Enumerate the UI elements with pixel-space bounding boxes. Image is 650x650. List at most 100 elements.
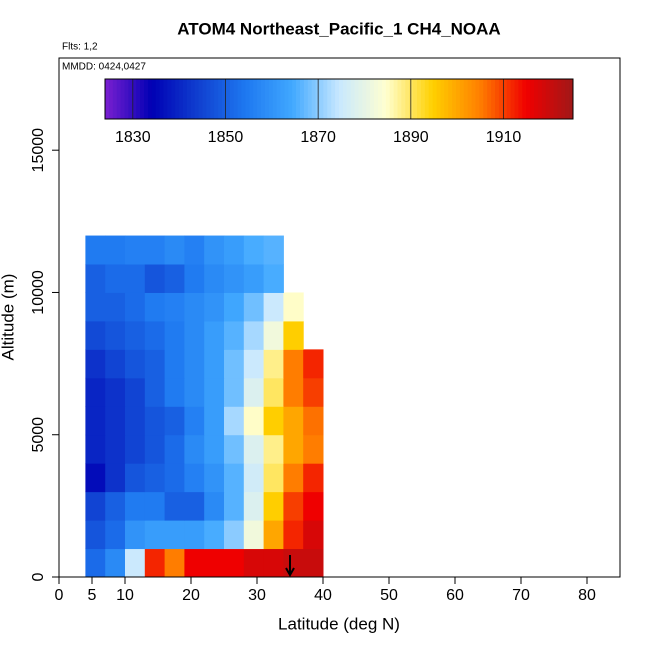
colorbar-swatch (241, 79, 246, 119)
cell (85, 349, 106, 379)
cell (303, 491, 324, 521)
colorbar-swatch (374, 79, 379, 119)
y-tick-label: 15000 (30, 128, 47, 173)
cell (184, 548, 205, 578)
cell (204, 548, 225, 578)
cell (303, 548, 324, 578)
colorbar-swatch (471, 79, 476, 119)
colorbar-swatch (151, 79, 157, 119)
colorbar-swatch (491, 79, 496, 119)
colorbar-tick-label: 1850 (208, 129, 244, 146)
colorbar-swatch (506, 79, 512, 119)
cell (224, 520, 245, 550)
cell (283, 463, 304, 493)
cell (164, 320, 185, 350)
cell (243, 349, 265, 379)
colorbar-swatch (413, 79, 418, 119)
colorbar-swatch (167, 79, 172, 119)
colorbar-swatch (198, 79, 203, 119)
colorbar-swatch (128, 79, 133, 119)
colorbar-swatch (385, 79, 391, 119)
colorbar-swatch (444, 79, 449, 119)
cell (224, 264, 245, 293)
cell (243, 434, 265, 464)
x-axis-label: Latitude (deg N) (278, 614, 400, 633)
cell (283, 434, 304, 464)
cell (105, 548, 126, 578)
cell (125, 264, 146, 293)
colorbar-swatch (518, 79, 523, 119)
cell (144, 520, 166, 550)
colorbar-swatch (108, 79, 114, 119)
colorbar-swatch (147, 79, 153, 119)
cell (125, 235, 146, 265)
cell (224, 491, 245, 521)
colorbar-swatch (397, 79, 402, 119)
colorbar-swatch (229, 79, 235, 119)
cell (224, 548, 245, 578)
x-tick-label: 60 (446, 587, 464, 604)
colorbar-swatch (116, 79, 122, 119)
cell (204, 235, 225, 265)
cell (283, 292, 304, 322)
cell (125, 320, 146, 350)
colorbar-swatch (463, 79, 469, 119)
colorbar-swatch (136, 79, 141, 119)
colorbar-swatch (233, 79, 239, 119)
cell (125, 377, 146, 407)
colorbar-swatch (264, 79, 270, 119)
colorbar-frame (104, 78, 574, 120)
colorbar-swatch (206, 79, 211, 119)
cell (85, 548, 106, 578)
cell (144, 235, 166, 265)
colorbar-swatch (440, 79, 445, 119)
cell (204, 520, 225, 550)
cell (184, 491, 205, 521)
colorbar-swatch (428, 79, 434, 119)
colorbar-swatch (537, 79, 543, 119)
cell (184, 320, 205, 350)
colorbar-swatch (389, 79, 395, 119)
cell (105, 406, 126, 436)
cell (184, 434, 205, 464)
cell (125, 463, 146, 493)
cell (164, 349, 185, 379)
cell (105, 235, 126, 265)
cell (243, 491, 265, 521)
cell (125, 406, 146, 436)
cell (243, 377, 265, 407)
cell (105, 463, 126, 493)
colorbar-swatch (163, 79, 168, 119)
colorbar-swatch (557, 79, 562, 119)
colorbar-swatch (448, 79, 453, 119)
colorbar-swatch (483, 79, 488, 119)
colorbar-swatch (498, 79, 504, 119)
colorbar-swatch (350, 79, 356, 119)
cell (283, 520, 304, 550)
colorbar-swatch (132, 79, 137, 119)
colorbar-swatch (105, 79, 110, 119)
colorbar-swatch (296, 79, 301, 119)
colorbar-swatch (545, 79, 551, 119)
cell (224, 434, 245, 464)
colorbar-swatch (424, 79, 430, 119)
colorbar-swatch (327, 79, 332, 119)
cell (164, 264, 185, 293)
cell (243, 520, 265, 550)
cell (184, 292, 205, 322)
colorbar-swatch (311, 79, 317, 119)
colorbar-swatch (514, 79, 519, 119)
cell (184, 235, 205, 265)
y-tick-label: 0 (30, 572, 47, 581)
colorbar-swatch (300, 79, 305, 119)
colorbar-swatch (257, 79, 262, 119)
colorbar-swatch (467, 79, 473, 119)
x-tick-label: 20 (182, 587, 200, 604)
colorbar-swatch (179, 79, 184, 119)
x-tick-label: 10 (116, 587, 134, 604)
cell (125, 349, 146, 379)
cell (144, 491, 166, 521)
colorbar-swatch (276, 79, 281, 119)
cell (144, 349, 166, 379)
colorbar-swatch (210, 79, 215, 119)
